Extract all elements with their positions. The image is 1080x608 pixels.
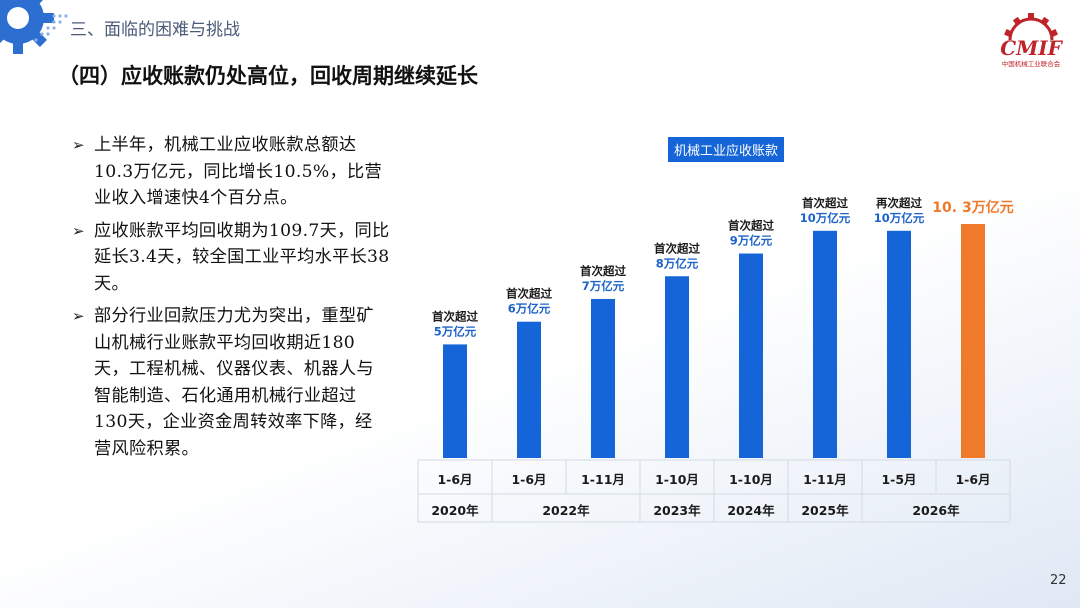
bullet-item: ➢ 上半年，机械工业应收账款总额达10.3万亿元，同比增长10.5%，比营业收入… [72, 132, 390, 212]
bar-value-label: 7万亿元 [582, 279, 625, 293]
year-group-label: 2025年 [801, 503, 849, 518]
x-tick-label: 1-10月 [729, 472, 773, 487]
bar [443, 344, 467, 458]
logo-subtitle: 中国机械工业联合会 [1001, 60, 1061, 68]
x-tick-label: 1-11月 [803, 472, 847, 487]
bar [961, 224, 985, 458]
gear-decoration-icon [0, 0, 54, 54]
bullet-text: 上半年，机械工业应收账款总额达10.3万亿元，同比增长10.5%，比营业收入增速… [94, 135, 382, 208]
bar [813, 230, 837, 458]
bullet-arrow-icon: ➢ [72, 221, 85, 240]
year-group-label: 2024年 [727, 503, 775, 518]
bar-annotation-label: 首次超过 [506, 287, 552, 301]
chart-title: 机械工业应收账款 [668, 137, 785, 162]
bullet-text: 部分行业回款压力尤为突出，重型矿山机械行业账款平均回收期近180天，工程机械、仪… [94, 306, 374, 459]
page-number: 22 [1050, 573, 1067, 588]
bar-value-label: 8万亿元 [656, 256, 699, 270]
bar-annotation-label: 再次超过 [876, 196, 922, 210]
bullet-arrow-icon: ➢ [72, 307, 85, 325]
bar-value-label: 5万亿元 [434, 324, 477, 338]
bar-annotation-label: 首次超过 [654, 241, 700, 255]
chart-canvas: 首次超过5万亿元1-6月首次超过6万亿元1-6月首次超过7万亿元1-11月首次超… [417, 196, 1014, 523]
year-group-label: 2022年 [542, 503, 590, 518]
bar-value-label: 10万亿元 [874, 211, 925, 225]
year-group-label: 2023年 [653, 503, 701, 518]
section-title: 三、面临的困难与挑战 [70, 20, 240, 40]
x-tick-label: 1-6月 [955, 472, 990, 487]
bar-annotation-label: 首次超过 [728, 219, 774, 233]
bar-value-label: 10万亿元 [800, 211, 851, 225]
x-tick-label: 1-5月 [881, 472, 916, 487]
bar [739, 253, 763, 458]
x-tick-label: 1-10月 [655, 472, 699, 487]
bar [517, 321, 541, 458]
x-tick-label: 1-6月 [437, 472, 472, 487]
bar-value-label: 9万亿元 [730, 234, 773, 248]
bullet-arrow-icon: ➢ [72, 136, 85, 154]
bar-annotation-label: 首次超过 [432, 309, 478, 323]
bullet-list: ➢ 上半年，机械工业应收账款总额达10.3万亿元，同比增长10.5%，比营业收入… [72, 132, 390, 468]
slide-title: （四）应收账款仍处高位，回收周期继续延长 [58, 64, 478, 88]
x-tick-label: 1-11月 [581, 472, 625, 487]
cmif-logo: CMIF [1000, 13, 1064, 60]
bullet-item: ➢ 部分行业回款压力尤为突出，重型矿山机械行业账款平均回收期近180天，工程机械… [72, 303, 390, 462]
bar-value-label: 10. 3万亿元 [932, 199, 1013, 216]
bullet-text: 应收账款平均回收期为109.7天，同比延长3.4天，较全国工业平均水平长38天。 [94, 220, 390, 294]
bullet-item: ➢ 应收账款平均回收期为109.7天，同比延长3.4天，较全国工业平均水平长38… [72, 218, 390, 298]
bar-annotation-label: 首次超过 [580, 264, 626, 278]
logo-text: CMIF [1000, 36, 1063, 60]
bar [887, 230, 911, 458]
dot-pattern-decoration [34, 14, 68, 42]
year-group-label: 2020年 [431, 503, 479, 518]
x-tick-label: 1-6月 [511, 472, 546, 487]
receivables-chart: 首次超过 5万亿元 1-6月 首次超过 6万亿元 1-6月 首次超过 7万亿元 1-11月 首次超… [417, 132, 1014, 524]
bar [591, 298, 615, 458]
bar-annotation-label: 首次超过 [802, 196, 848, 210]
bar-value-label: 6万亿元 [508, 302, 551, 316]
year-group-label: 2026年 [912, 503, 960, 518]
bar [665, 276, 689, 458]
